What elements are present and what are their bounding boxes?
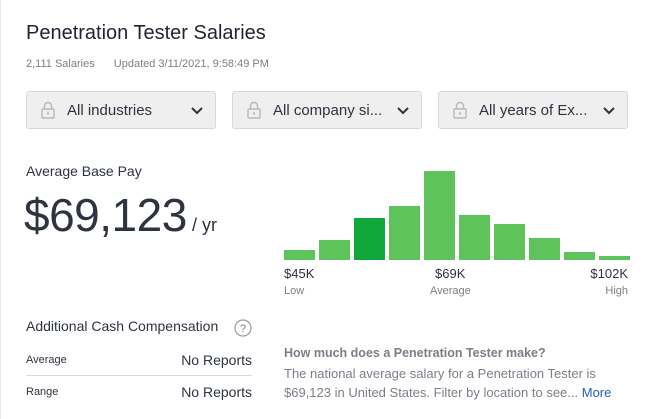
faq-answer: The national average salary for a Penetr… [284, 364, 630, 402]
salaries-count: 2,111 Salaries [26, 58, 95, 70]
updated-timestamp: Updated 3/11/2021, 9:58:49 PM [113, 58, 269, 70]
histogram-bar [284, 250, 315, 260]
pay-period-unit: / yr [192, 215, 217, 235]
chevron-down-icon [191, 107, 203, 115]
lock-icon [247, 101, 261, 119]
low-value: $45K [284, 266, 315, 281]
faq-question: How much does a Penetration Tester make? [284, 346, 546, 360]
histogram-bar [354, 217, 385, 260]
company-size-filter[interactable]: All company si... [232, 91, 422, 129]
high-value: $102K [590, 266, 628, 281]
help-icon[interactable]: ? [234, 319, 252, 337]
salary-meta: 2,111 Salaries Updated 3/11/2021, 9:58:4… [26, 58, 269, 70]
salary-histogram [284, 170, 630, 260]
experience-filter-label: All years of Ex... [479, 101, 588, 119]
average-value: $69K [435, 266, 466, 281]
compensation-range-label: Range [26, 386, 59, 398]
industry-filter-label: All industries [67, 101, 153, 119]
compensation-average-value: No Reports [181, 352, 252, 368]
histogram-bar [424, 170, 455, 260]
average-label: Average [430, 285, 471, 297]
high-label: High [605, 285, 628, 297]
additional-compensation-label: Additional Cash Compensation [26, 318, 219, 334]
industry-filter[interactable]: All industries [26, 91, 216, 129]
histogram-bar [599, 255, 630, 260]
chevron-down-icon [603, 107, 615, 115]
histogram-bar [389, 206, 420, 260]
average-base-pay-label: Average Base Pay [26, 163, 142, 179]
average-base-pay-value: $69,123 [24, 189, 187, 241]
compensation-range-value: No Reports [181, 384, 252, 400]
lock-icon [453, 101, 467, 119]
lock-icon [41, 101, 55, 119]
svg-text:?: ? [240, 323, 246, 335]
histogram-bar [564, 251, 595, 260]
faq-answer-text: The national average salary for a Penetr… [284, 366, 596, 400]
page-title: Penetration Tester Salaries [26, 22, 266, 44]
company-size-filter-label: All company si... [273, 101, 383, 119]
histogram-bar [319, 240, 350, 260]
panel-border [0, 0, 1, 419]
chevron-down-icon [397, 107, 409, 115]
histogram-bar [459, 215, 490, 260]
experience-filter[interactable]: All years of Ex... [438, 91, 628, 129]
compensation-average-label: Average [26, 354, 67, 366]
histogram-bar [529, 238, 560, 260]
histogram-bar [494, 224, 525, 260]
more-link[interactable]: More [581, 385, 612, 400]
row-divider [26, 375, 252, 376]
low-label: Low [284, 285, 305, 297]
